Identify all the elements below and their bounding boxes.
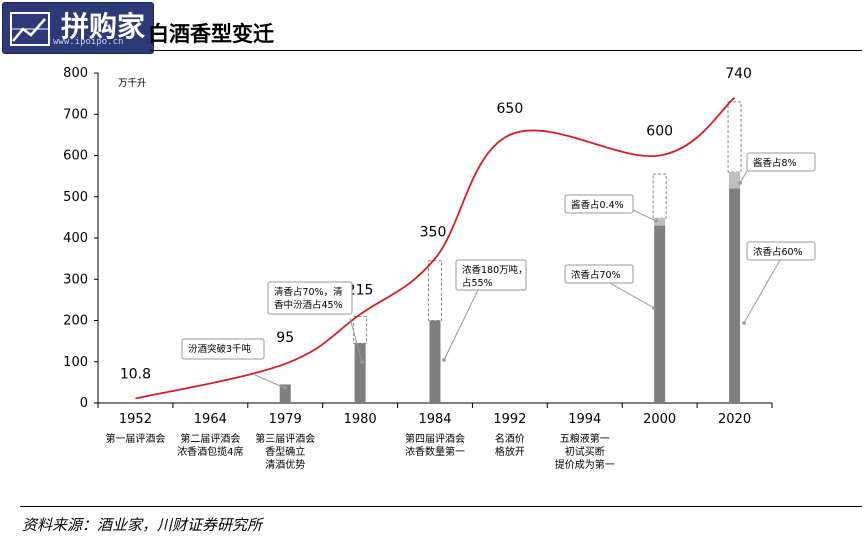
y-tick-label: 400: [63, 231, 88, 246]
annotation-arrow-head: [654, 219, 658, 223]
event-label: 第一届评酒会: [105, 432, 165, 445]
data-label: 650: [497, 101, 524, 117]
annotation-text: 清香占70%，清: [274, 286, 343, 298]
y-tick-label: 100: [63, 355, 88, 370]
bar: [654, 225, 666, 403]
event-label: 浓香数量第一: [405, 445, 465, 458]
annotation-text: 汾酒突破3千吨: [188, 343, 252, 355]
event-label: 第三届评酒会: [255, 432, 315, 445]
y-tick-label: 800: [63, 66, 88, 81]
bar: [729, 188, 741, 403]
y-tick-label: 700: [63, 107, 88, 122]
x-tick-label: 1964: [194, 412, 227, 427]
annotation-arrow: [349, 317, 363, 363]
x-tick-label: 1984: [418, 412, 451, 427]
logo: 拼购家 www.ipoipo.cn: [2, 2, 154, 54]
data-label: 350: [420, 225, 447, 241]
data-label: 600: [646, 124, 673, 140]
x-tick-label: 1980: [344, 412, 377, 427]
annotation-arrow-head: [442, 358, 446, 362]
annotation-arrow: [632, 209, 657, 222]
annotation-arrow-head: [360, 360, 364, 364]
annotation-arrow: [443, 289, 479, 361]
event-label: 五粮液第一: [560, 432, 610, 445]
annotation-text: 酱香占0.4%: [571, 199, 624, 211]
event-label: 清酒优势: [265, 458, 305, 471]
title-rule: [150, 50, 862, 51]
x-tick-label: 1952: [119, 412, 152, 427]
event-label: 浓香酒包揽4席: [177, 445, 243, 458]
logo-chart-icon: [10, 12, 50, 46]
data-label: 10.8: [120, 367, 151, 383]
y-tick-label: 200: [63, 314, 88, 329]
series-line: [135, 97, 736, 400]
y-tick-label: 300: [63, 272, 88, 287]
annotation-text: 酱香占8%: [753, 157, 797, 169]
annotation-text: 浓香180万吨，: [462, 264, 528, 276]
annotation-text: 占55%: [462, 277, 493, 289]
bar: [279, 384, 291, 403]
y-tick-label: 500: [63, 190, 88, 205]
page-title: 白酒香型变迁: [148, 21, 274, 46]
unit-label: 万千升: [118, 78, 147, 89]
bar-dashed-outline: [652, 173, 667, 219]
bar: [354, 343, 366, 403]
x-tick-label: 1994: [568, 412, 601, 427]
y-tick-label: 0: [80, 396, 88, 411]
annotation-arrow: [609, 282, 655, 309]
bar-top-segment: [729, 172, 741, 189]
annotation-box: [564, 194, 634, 214]
chart: 0 100 200 300 400 500 600 700 800 万千升 1952 第一届评酒会 19…: [63, 66, 816, 471]
x-tick-label: 1992: [493, 412, 526, 427]
annotation-arrow: [254, 374, 286, 389]
data-label: 215: [347, 282, 374, 298]
data-label: 95: [276, 330, 294, 346]
annotation-box: [746, 152, 816, 172]
annotation-box: [181, 338, 265, 360]
x-tick-label: 2000: [643, 412, 676, 427]
annotation-text: 浓香占60%: [753, 246, 803, 258]
annotation-text: 浓香占70%: [571, 269, 621, 281]
bar-dashed-outline: [727, 101, 742, 173]
x-tick-label: 2020: [718, 412, 751, 427]
source-rule: [20, 506, 862, 507]
annotation-box: [267, 281, 353, 315]
annotation-box: [455, 259, 527, 291]
y-tick-label: 600: [63, 149, 88, 164]
event-label: 初试买断: [565, 445, 605, 458]
data-label: 740: [725, 66, 752, 82]
event-label: 名酒价: [495, 432, 525, 445]
event-label: 第四届评酒会: [405, 432, 465, 445]
annotation-box: [564, 264, 634, 284]
logo-text: 拼购家: [61, 10, 146, 43]
annotation-arrow: [743, 259, 781, 324]
bar-dashed-outline: [428, 260, 442, 321]
event-label: 提价成为第一: [555, 458, 615, 471]
event-label: 第二届评酒会: [180, 432, 240, 445]
source-note: 资料来源：酒业家，川财证券研究所: [22, 516, 263, 534]
annotation-arrow-head: [742, 321, 746, 325]
bar-top-segment: [654, 218, 666, 226]
x-tick-label: 1979: [269, 412, 302, 427]
annotation-text: 香中汾酒占45%: [274, 299, 343, 311]
annotation-box: [746, 241, 816, 261]
annotation-arrow-head: [738, 181, 742, 185]
annotation-arrow-head: [652, 306, 656, 310]
event-label: 格放开: [495, 445, 525, 458]
event-label: 香型确立: [265, 445, 305, 458]
logo-url: www.ipoipo.cn: [53, 37, 124, 47]
annotation-arrow: [739, 170, 748, 184]
annotation-arrow-head: [283, 386, 287, 390]
bar: [429, 320, 441, 403]
